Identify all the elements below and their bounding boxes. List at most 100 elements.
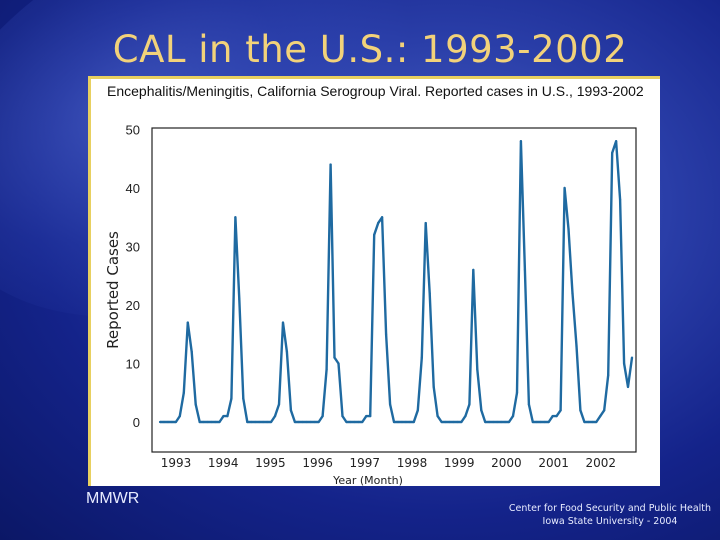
- data-point: [254, 420, 257, 424]
- data-point: [222, 415, 225, 418]
- data-point: [361, 420, 364, 424]
- data-point: [309, 420, 312, 424]
- data-point: [190, 350, 193, 353]
- data-point: [289, 409, 292, 412]
- data-point: [444, 420, 447, 424]
- x-tick-label-1999: 1999: [444, 456, 475, 470]
- data-point: [174, 420, 177, 424]
- data-point: [523, 268, 527, 271]
- data-point: [496, 420, 499, 424]
- data-point: [285, 350, 289, 353]
- data-point: [492, 420, 495, 424]
- data-point: [273, 415, 277, 418]
- y-tick-label-0: 0: [133, 415, 140, 430]
- data-point: [404, 420, 408, 424]
- data-point: [365, 415, 368, 418]
- data-point: [182, 391, 185, 394]
- data-point: [488, 420, 491, 424]
- data-point: [436, 415, 439, 418]
- data-point: [381, 216, 384, 219]
- data-point: [353, 420, 356, 424]
- data-point: [210, 420, 213, 424]
- data-point: [432, 385, 435, 388]
- data-point: [472, 268, 475, 271]
- data-point: [158, 420, 162, 424]
- data-point: [484, 420, 487, 424]
- data-point: [384, 333, 388, 336]
- data-point: [250, 420, 253, 424]
- data-point: [246, 420, 249, 424]
- data-point: [539, 420, 542, 424]
- data-point: [567, 227, 570, 231]
- data-point: [460, 420, 463, 424]
- data-point: [452, 420, 455, 424]
- data-point: [206, 420, 209, 424]
- data-point: [595, 420, 598, 424]
- data-point: [428, 292, 431, 295]
- data-point: [480, 409, 483, 412]
- data-point: [503, 420, 507, 424]
- data-point: [297, 420, 300, 424]
- data-point: [277, 403, 281, 406]
- data-point: [377, 222, 380, 225]
- x-tick-label-1998: 1998: [397, 456, 428, 470]
- x-tick-label-2002: 2002: [586, 456, 617, 470]
- data-point: [579, 409, 582, 412]
- data-point: [388, 403, 392, 406]
- slide-title: CAL in the U.S.: 1993-2002: [112, 28, 628, 71]
- data-point: [420, 356, 423, 359]
- data-point: [170, 420, 173, 424]
- data-point: [166, 420, 170, 424]
- data-point: [313, 420, 316, 424]
- x-tick-label-1995: 1995: [255, 456, 286, 470]
- data-point: [615, 140, 618, 143]
- data-point: [547, 420, 550, 424]
- plot-frame: [151, 127, 637, 453]
- y-tick-label-10: 10: [126, 357, 140, 372]
- data-point: [369, 415, 372, 418]
- data-point: [611, 151, 614, 154]
- x-tick-label-1996: 1996: [302, 456, 333, 470]
- y-tick-label-20: 20: [126, 298, 140, 313]
- data-point: [599, 415, 602, 418]
- data-point: [507, 420, 511, 424]
- data-point: [571, 292, 574, 295]
- data-point: [515, 391, 519, 394]
- y-axis-label: Reported Cases: [104, 231, 122, 349]
- x-tick-label-2001: 2001: [538, 456, 569, 470]
- data-point: [400, 420, 404, 424]
- data-point: [412, 420, 415, 424]
- data-point: [603, 409, 606, 412]
- data-point: [392, 420, 396, 424]
- data-point: [230, 397, 233, 400]
- data-point: [305, 420, 308, 424]
- data-point: [619, 198, 622, 201]
- data-point: [269, 420, 273, 424]
- data-point: [178, 415, 181, 418]
- data-point: [226, 415, 229, 418]
- x-tick-label-1994: 1994: [208, 456, 239, 470]
- data-point: [575, 344, 578, 348]
- y-tick-label-40: 40: [126, 181, 140, 196]
- data-point: [416, 409, 419, 412]
- data-point: [531, 420, 534, 424]
- data-point: [301, 420, 304, 424]
- y-tick-label-50: 50: [126, 123, 140, 138]
- data-point: [591, 420, 594, 424]
- data-point: [281, 321, 285, 324]
- data-point: [162, 420, 166, 424]
- data-point: [626, 385, 630, 388]
- data-point: [293, 420, 296, 424]
- data-point: [238, 298, 241, 301]
- x-tick-label-2000: 2000: [491, 456, 522, 470]
- data-point: [468, 403, 471, 406]
- data-point: [519, 140, 523, 143]
- data-point: [337, 362, 340, 365]
- data-point: [357, 420, 360, 424]
- data-point: [511, 415, 515, 418]
- data-point: [198, 420, 201, 424]
- data-point: [317, 420, 320, 424]
- data-point: [396, 420, 400, 424]
- y-tick-label-30: 30: [126, 240, 140, 255]
